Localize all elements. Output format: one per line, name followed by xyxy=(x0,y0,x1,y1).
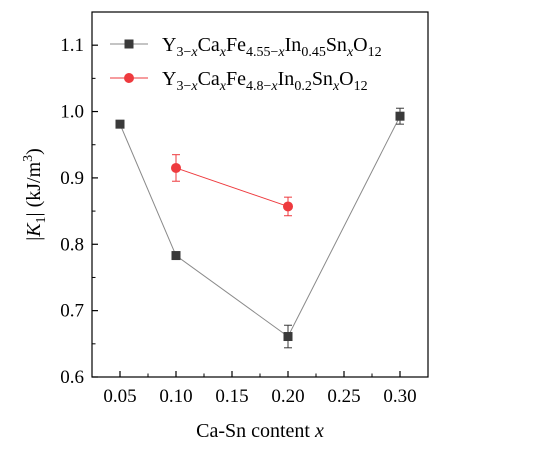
legend-marker xyxy=(124,73,134,83)
x-tick-label: 0.30 xyxy=(383,386,416,407)
legend-entry-1: Y3−xCaxFe4.55−xIn0.45SnxO12 xyxy=(110,34,382,60)
plot-layer: 0.05 0.10 0.15 0.20 0.25 0.30 0.6 0.7 0.8 0.9 1.0 1… xyxy=(21,11,429,442)
legend-marker xyxy=(124,39,134,49)
series-1 xyxy=(115,107,405,349)
series-line xyxy=(175,167,289,207)
legend-label: Y3−xCaxFe4.8−xIn0.2SnxO12 xyxy=(162,68,368,94)
y-tick-label: 0.8 xyxy=(60,234,84,255)
y-tick-label: 1.0 xyxy=(60,102,84,123)
legend-entry-2: Y3−xCaxFe4.8−xIn0.2SnxO12 xyxy=(110,68,368,94)
y-axis-title: |K1| (kJ/m3) xyxy=(21,148,49,241)
x-tick-label: 0.10 xyxy=(159,386,192,407)
y-tick-label: 1.1 xyxy=(60,35,84,56)
x-tick-label: 0.05 xyxy=(103,386,136,407)
y-tick-label: 0.6 xyxy=(60,367,84,388)
x-axis-title: Ca-Sn content x xyxy=(196,420,324,442)
legend-label: Y3−xCaxFe4.55−xIn0.45SnxO12 xyxy=(162,34,382,60)
data-point xyxy=(395,111,405,121)
data-point xyxy=(171,251,181,261)
series-2 xyxy=(171,154,293,217)
x-tick-label: 0.20 xyxy=(271,386,304,407)
data-point xyxy=(283,201,293,212)
series-line xyxy=(119,115,401,338)
x-tick-label: 0.15 xyxy=(215,386,248,407)
plot-frame xyxy=(91,11,429,378)
y-tick-label: 0.9 xyxy=(60,168,84,189)
y-tick-label: 0.7 xyxy=(60,301,84,322)
data-point xyxy=(115,119,125,129)
data-point xyxy=(171,162,181,173)
x-tick-label: 0.25 xyxy=(327,386,360,407)
data-point xyxy=(283,332,293,342)
